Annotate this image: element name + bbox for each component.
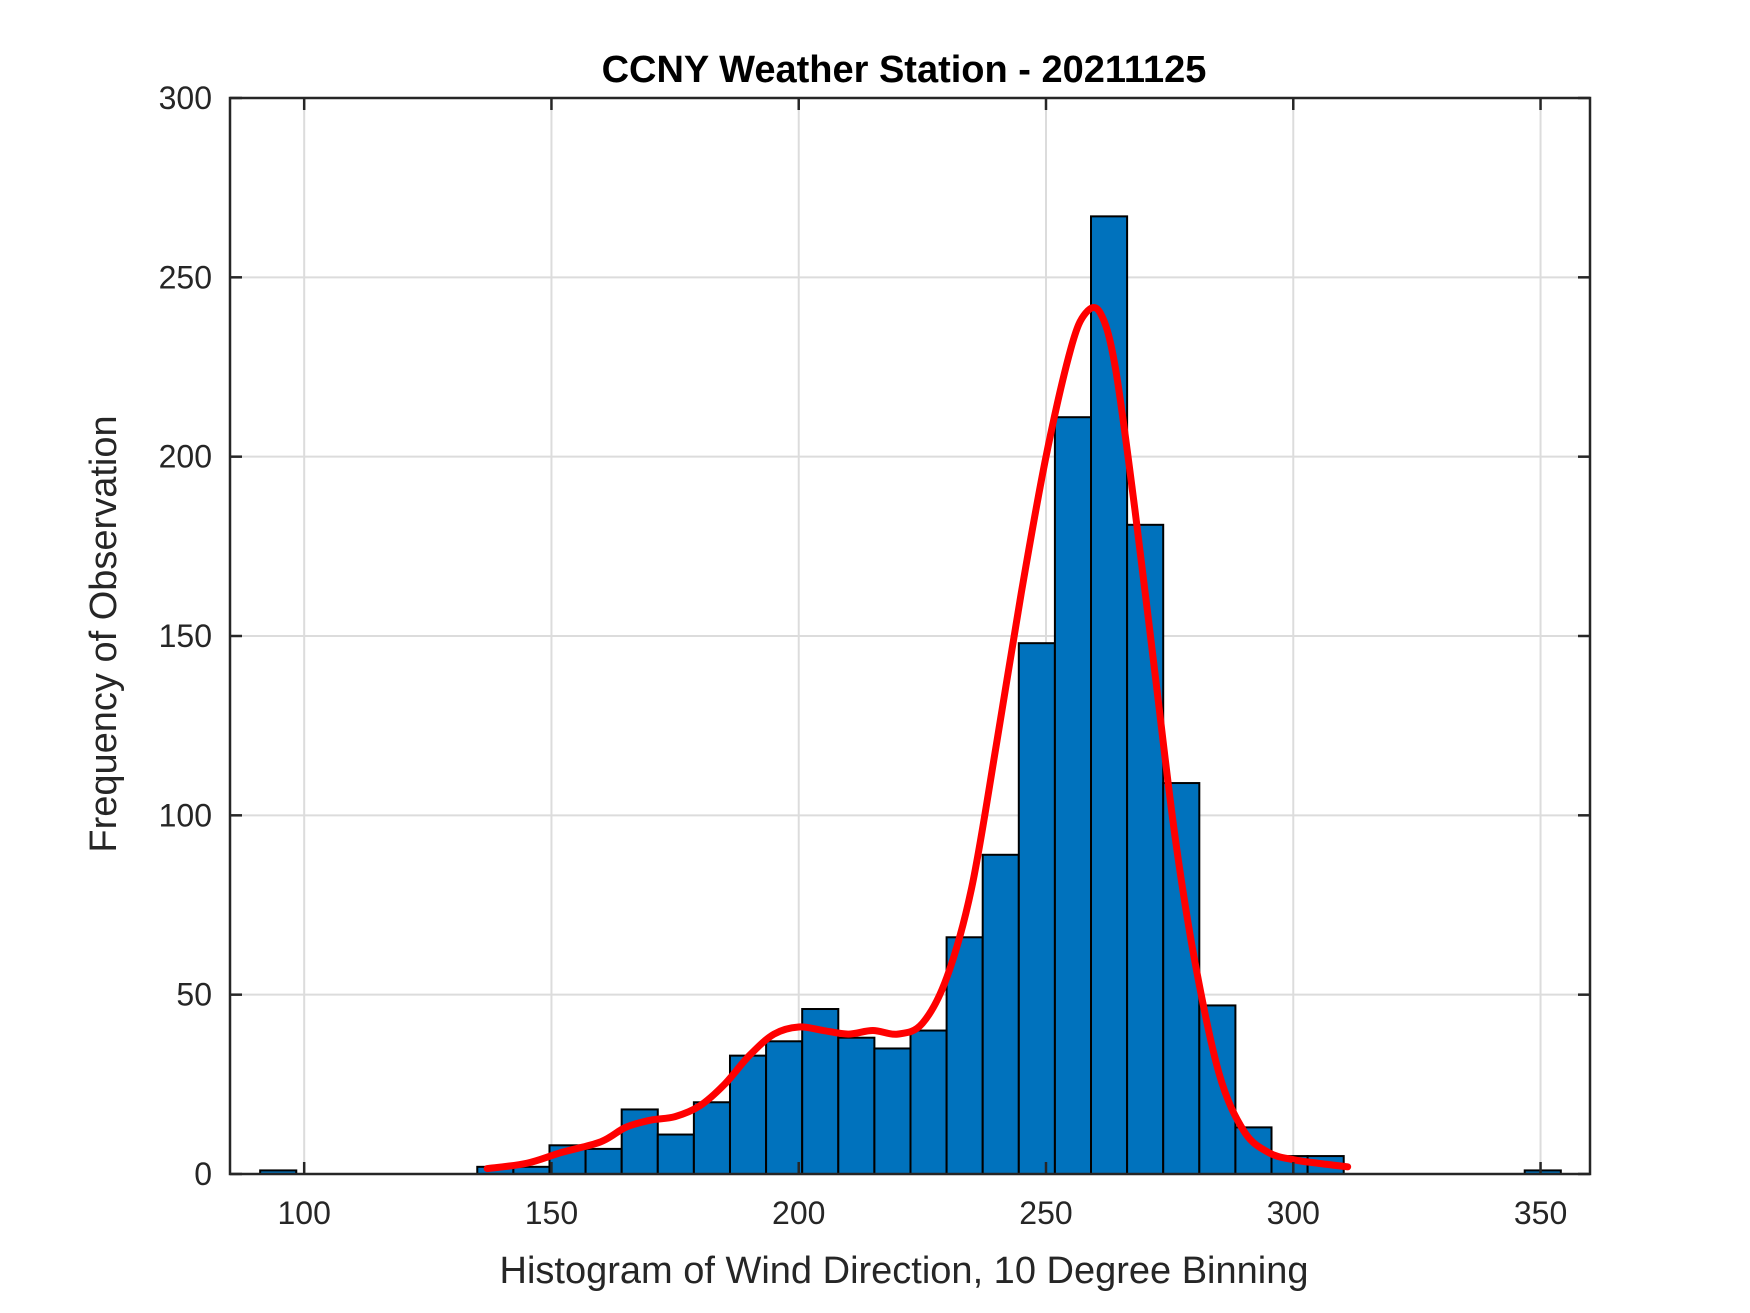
- histogram-bar: [1126, 523, 1165, 1175]
- x-tick-label: 100: [277, 1195, 330, 1231]
- y-tick-label: 50: [176, 977, 212, 1013]
- histogram-bar: [837, 1036, 876, 1175]
- axes: [228, 96, 1592, 1176]
- histogram-bar: [945, 936, 984, 1176]
- density-curve: [483, 304, 1352, 1173]
- y-axis-label: Frequency of Observation: [83, 415, 125, 852]
- density-curve-layer: [483, 304, 1352, 1173]
- y-tick-label: 250: [159, 259, 212, 295]
- histogram-bar: [584, 1147, 623, 1175]
- histogram-bar: [1053, 416, 1093, 1176]
- histogram-bar: [692, 1101, 731, 1176]
- y-tick-label: 0: [194, 1156, 212, 1192]
- x-tick-label: 350: [1514, 1195, 1567, 1231]
- histogram-bar: [656, 1133, 695, 1175]
- histogram-bar: [909, 1029, 948, 1175]
- y-tick-label: 200: [159, 439, 212, 475]
- chart-title: CCNY Weather Station - 20211125: [602, 49, 1207, 91]
- histogram-bar: [1162, 782, 1201, 1175]
- y-tick-label: 300: [159, 80, 212, 116]
- tick-labels: 100 150 200 250 300 350 0 50 100 150 200 250 300: [159, 80, 1568, 1231]
- histogram-bars: [259, 215, 1562, 1176]
- y-tick-label: 150: [159, 618, 212, 654]
- histogram-bar: [981, 853, 1020, 1176]
- histogram-bar: [1017, 642, 1056, 1175]
- x-tick-label: 300: [1267, 1195, 1320, 1231]
- x-tick-label: 200: [772, 1195, 825, 1231]
- histogram-bar: [1198, 1004, 1237, 1176]
- histogram-bar: [801, 1008, 840, 1175]
- histogram-bar: [765, 1040, 804, 1175]
- histogram-bar: [873, 1047, 912, 1176]
- histogram-bar: [1090, 215, 1129, 1176]
- y-tick-label: 100: [159, 797, 212, 833]
- x-tick-label: 150: [525, 1195, 578, 1231]
- grid: [230, 97, 1590, 1175]
- x-axis-label: Histogram of Wind Direction, 10 Degree B…: [500, 1250, 1309, 1292]
- x-tick-label: 250: [1019, 1195, 1072, 1231]
